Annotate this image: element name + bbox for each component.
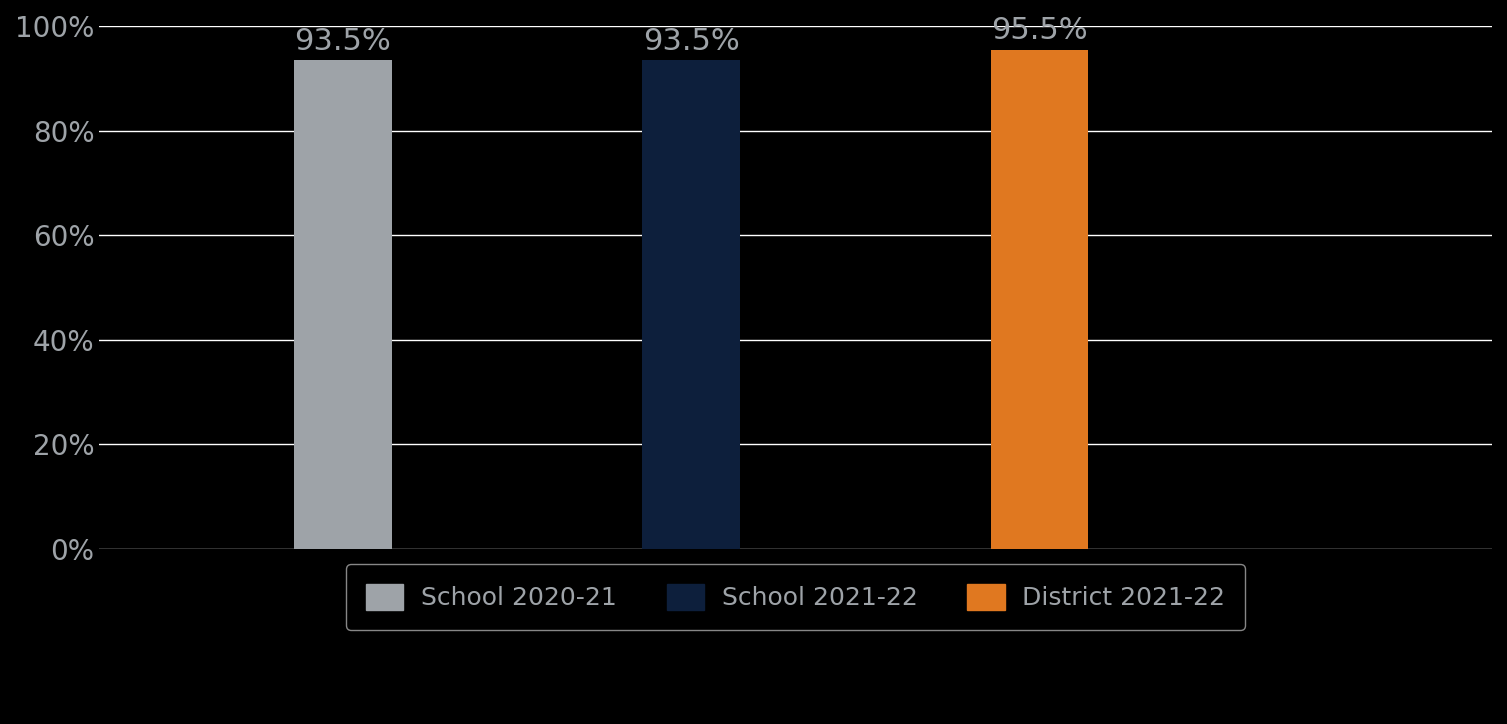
Text: 93.5%: 93.5% (294, 27, 392, 56)
Bar (990, 49, 1088, 549)
Bar (642, 60, 740, 549)
Bar (294, 60, 392, 549)
Legend: School 2020-21, School 2021-22, District 2021-22: School 2020-21, School 2021-22, District… (345, 564, 1245, 631)
Text: 93.5%: 93.5% (643, 27, 740, 56)
Text: 95.5%: 95.5% (992, 17, 1088, 46)
